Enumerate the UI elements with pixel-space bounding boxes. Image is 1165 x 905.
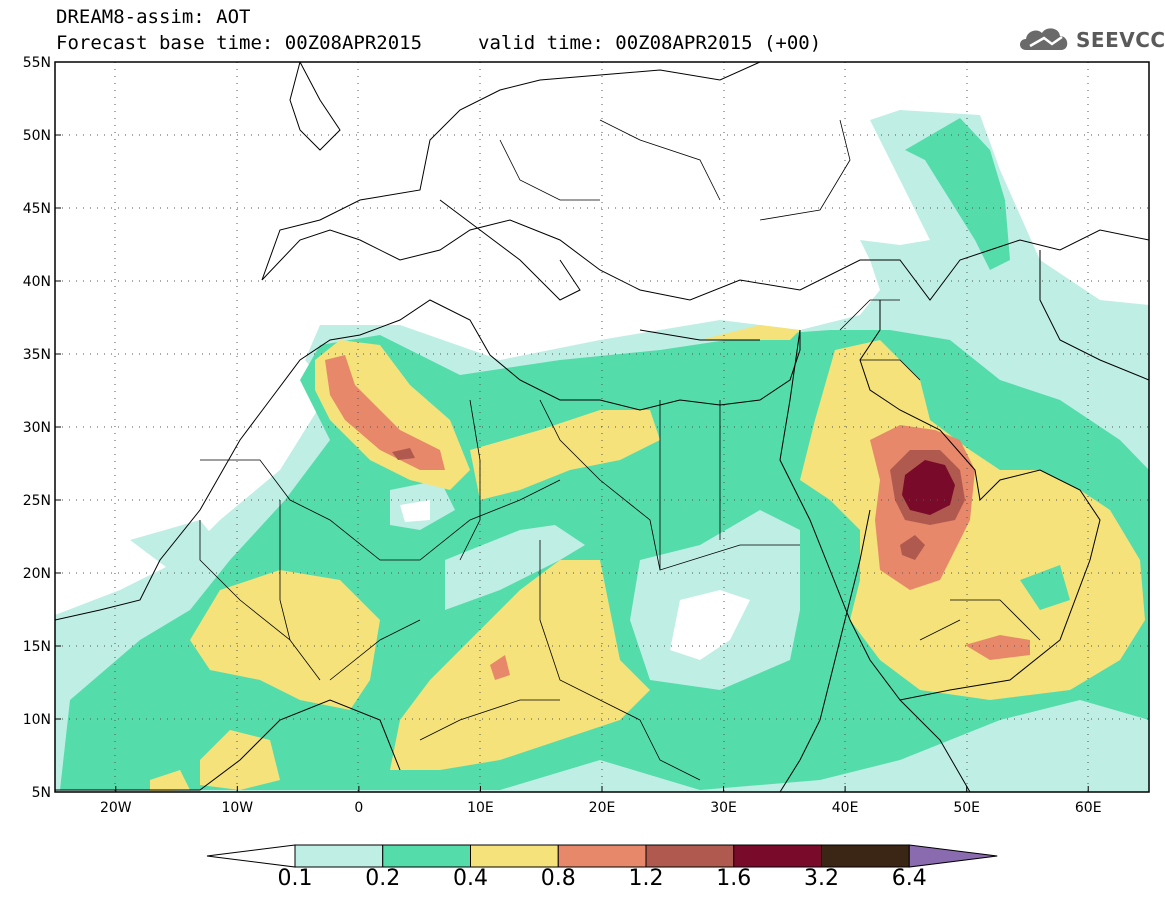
- seevccc-logo: SEEVCCC: [1016, 22, 1165, 58]
- aot-level-0.8-west: [325, 355, 445, 470]
- aot-level-0.4-south: [390, 560, 650, 770]
- lon-tick-label: 60E: [1075, 800, 1102, 816]
- colorbar-label: 3.2: [804, 866, 839, 891]
- country-borders: [199, 119, 1041, 781]
- plot-title: DREAM8-assim: AOT: [56, 6, 251, 28]
- colorbar-label: 1.2: [628, 866, 664, 891]
- aot-level-1.6: [902, 460, 955, 515]
- colorbar-label: 0.8: [540, 866, 576, 891]
- lon-tick-label: 50E: [953, 800, 980, 816]
- forecast-base-time: Forecast base time: 00Z08APR2015: [56, 32, 423, 54]
- colorbar-label: 0.1: [277, 866, 313, 891]
- lat-tick-label: 50N: [23, 128, 51, 144]
- lat-tick-label: 15N: [23, 639, 51, 655]
- aot-level-0.4-sw: [190, 570, 380, 710]
- lat-tick-label: 30N: [23, 420, 51, 436]
- aot-level-0.2-north: [905, 118, 1010, 270]
- colorbar-label: 1.6: [716, 866, 752, 891]
- axis-ticks: 55N 50N 45N 40N 35N 30N 25N 20N 15N 10N 5N 20W 10W 0 1…: [23, 55, 1102, 816]
- colorbar-max-arrow: [908, 844, 998, 868]
- lon-tick-label: 10E: [467, 800, 494, 816]
- cloud-icon: [1020, 28, 1068, 50]
- colorbar-min-arrow: [206, 844, 296, 868]
- lat-tick-label: 5N: [32, 785, 51, 801]
- lat-tick-label: 20N: [23, 566, 51, 582]
- colorbar-label: 6.4: [891, 866, 927, 891]
- colorbar-swatch: [821, 844, 910, 868]
- lon-tick-label: 20W: [100, 800, 132, 816]
- colorbar-swatch: [645, 844, 735, 868]
- lon-tick-label: 10W: [221, 800, 253, 816]
- lon-tick-label: 0: [354, 800, 363, 816]
- colorbar-swatch: [470, 844, 559, 868]
- aot-level-0.4-east: [800, 340, 1145, 700]
- lon-tick-label: 30E: [710, 800, 737, 816]
- header: DREAM8-assim: AOT Forecast base time: 00…: [0, 0, 1165, 60]
- lat-tick-label: 40N: [23, 274, 51, 290]
- lat-tick-label: 45N: [23, 201, 51, 217]
- logo-text: SEEVCCC: [1076, 28, 1165, 52]
- aot-level-0.4-center: [470, 410, 660, 500]
- valid-time: valid time: 00Z08APR2015 (+00): [478, 32, 822, 54]
- lon-tick-label: 40E: [832, 800, 859, 816]
- gridlines: [55, 62, 1149, 792]
- lat-tick-label: 25N: [23, 493, 51, 509]
- lon-tick-label: 20E: [589, 800, 616, 816]
- colorbar: [206, 844, 998, 868]
- colorbar-label: 0.2: [365, 866, 401, 891]
- coastlines: [55, 62, 1149, 792]
- lat-tick-label: 55N: [23, 55, 51, 71]
- lat-tick-label: 10N: [23, 712, 51, 728]
- colorbar-swatch: [382, 844, 471, 868]
- lat-tick-label: 35N: [23, 347, 51, 363]
- aot-fields: [55, 110, 1149, 792]
- colorbar-label: 0.4: [453, 866, 488, 891]
- colorbar-swatch: [733, 844, 822, 868]
- colorbar-swatch: [294, 844, 384, 868]
- colorbar-swatch: [557, 844, 647, 868]
